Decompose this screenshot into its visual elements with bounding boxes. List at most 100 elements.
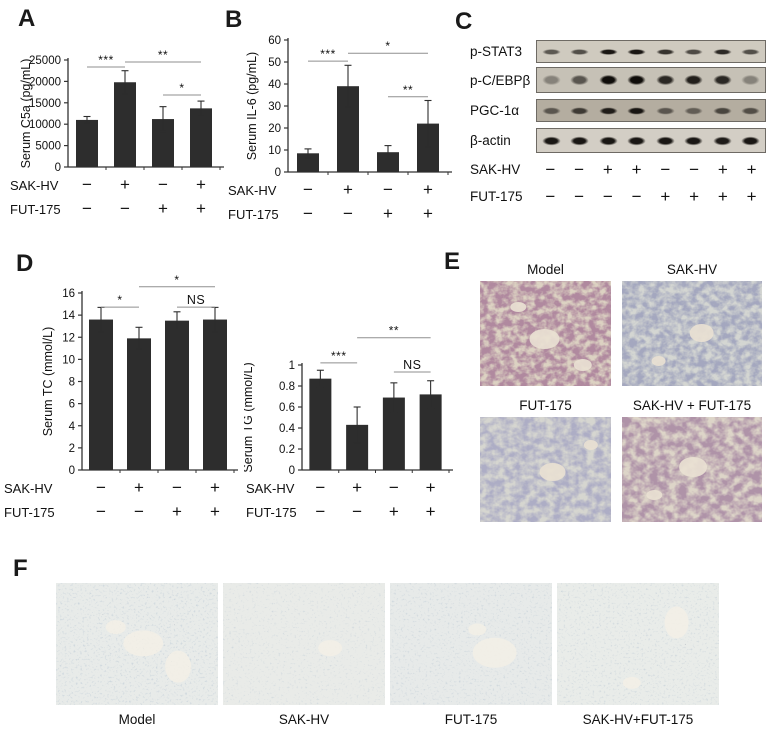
histology-caption: Model	[118, 712, 156, 727]
histology-caption: FUT-175	[519, 398, 572, 413]
bar	[382, 397, 405, 470]
blot-lane	[708, 41, 737, 62]
blot-band	[681, 47, 707, 56]
condition-sign: +	[717, 159, 728, 179]
blot-band	[709, 47, 735, 56]
condition-sign: −	[352, 502, 362, 521]
blot-band	[652, 134, 678, 147]
condition-sign: −	[315, 478, 325, 497]
blot-lane	[651, 129, 680, 152]
blot-lane	[708, 100, 737, 121]
y-tick-label: 20	[268, 123, 281, 135]
histology-image-f-3: FUT-175	[390, 583, 552, 727]
blot-lane	[623, 129, 652, 152]
vessel-lumen	[583, 440, 598, 450]
y-tick-label: 60	[268, 35, 281, 47]
vessel-lumen	[529, 329, 560, 349]
serum-il6-bar-chart: 0 10 20 30 40 50 60 *** * ** Serum IL-6 (pg/mL) SAK…	[226, 28, 456, 233]
blot-condition-signs: − − − − + + + +	[536, 187, 766, 207]
blot-lane	[594, 129, 623, 152]
sig-label: *	[385, 39, 390, 53]
y-tick-label: 0.8	[279, 381, 295, 393]
condition-sign: −	[120, 199, 130, 218]
bar	[203, 319, 227, 470]
histology-caption: FUT-175	[444, 712, 498, 727]
condition-sign: −	[134, 502, 144, 521]
serum-tc-bar-chart: 0 2 4 6 8 10 12 14 16 * * NS Serum TC (mmol/L) SAK-HV…	[2, 272, 242, 531]
sig-label: *	[179, 81, 184, 95]
bar	[309, 378, 332, 470]
condition-sign: −	[158, 175, 168, 194]
blot-lane	[680, 41, 709, 62]
condition-sign: −	[602, 186, 613, 206]
blot-condition-label: FUT-175	[470, 189, 523, 204]
condition-sign: +	[746, 186, 757, 206]
histology-image-f-2: SAK-HV	[223, 583, 385, 727]
condition-sign: −	[574, 186, 585, 206]
vessel-lumen	[651, 356, 666, 366]
blot-lane	[651, 68, 680, 92]
blot-band	[595, 73, 621, 87]
condition-sign: −	[172, 478, 182, 497]
blot-strip	[536, 67, 766, 93]
serum-tg-bar-chart: 0 0.2 0.4 0.6 0.8 1 *** ** NS Serum TG (mmol/L) SA…	[241, 322, 455, 531]
blot-lane	[651, 41, 680, 62]
liver-section-image	[480, 281, 611, 386]
blot-strip	[536, 40, 766, 63]
blot-lane	[566, 129, 595, 152]
y-tick-label: 12	[62, 332, 75, 344]
condition-sign: +	[343, 180, 353, 199]
condition-sign: +	[689, 186, 700, 206]
condition-sign: −	[96, 502, 106, 521]
sig-label: ***	[98, 53, 114, 67]
bar	[165, 320, 189, 470]
condition-sign: −	[631, 186, 642, 206]
panel-a-label: A	[18, 5, 36, 32]
bar	[419, 394, 442, 470]
y-axis-title: Serum TG (mmol/L)	[244, 362, 255, 472]
condition-sign: +	[172, 502, 182, 521]
sig-label: NS	[403, 358, 421, 372]
y-tick-label: 4	[69, 421, 76, 433]
histology-image-e-1: Model	[480, 262, 611, 386]
condition-sign: +	[423, 204, 433, 223]
blot-lane	[737, 129, 766, 152]
blot-row: p-C/EBPβ	[470, 67, 766, 93]
panel-e-label: E	[444, 248, 461, 275]
liver-section-image	[390, 583, 552, 705]
condition-sign: +	[746, 159, 757, 179]
blot-lane	[566, 100, 595, 121]
y-tick-label: 0.4	[279, 423, 296, 435]
histology-image-f-1: Model	[56, 583, 218, 727]
bar	[297, 153, 319, 172]
condition-sign: −	[545, 186, 556, 206]
blot-lane	[737, 68, 766, 92]
condition-sign: +	[210, 502, 220, 521]
bar	[337, 86, 359, 172]
condition-sign: −	[315, 502, 325, 521]
blot-condition-row: SAK-HV − − + + − − + +	[470, 158, 766, 181]
blot-lane	[623, 41, 652, 62]
sig-label: *	[174, 273, 179, 287]
tc-chart-svg: 0 2 4 6 8 10 12 14 16 * * NS Serum TC (mmol/L) SAK-HV…	[4, 273, 238, 521]
histology-row: Model SAK-HV	[480, 262, 762, 386]
vessel-lumen	[510, 302, 527, 312]
histology-caption: SAK-HV	[278, 712, 330, 727]
blot-target-label: β-actin	[470, 133, 511, 148]
sig-label: *	[117, 293, 122, 307]
liver-section-image	[56, 583, 218, 705]
y-tick-label: 0.2	[279, 444, 295, 456]
histology-image-f-4: SAK-HV+FUT-175	[557, 583, 719, 727]
condition-sign: −	[82, 175, 92, 194]
blot-lane	[623, 100, 652, 121]
condition-sign: −	[303, 180, 313, 199]
condition-row-label: FUT-175	[246, 505, 297, 520]
condition-sign: +	[134, 478, 144, 497]
sig-label: NS	[187, 293, 205, 307]
blot-lane	[680, 68, 709, 92]
inflammatory-cluster	[90, 609, 190, 667]
bar	[346, 424, 369, 470]
condition-sign: −	[689, 159, 700, 179]
condition-row-label: FUT-175	[4, 505, 55, 520]
